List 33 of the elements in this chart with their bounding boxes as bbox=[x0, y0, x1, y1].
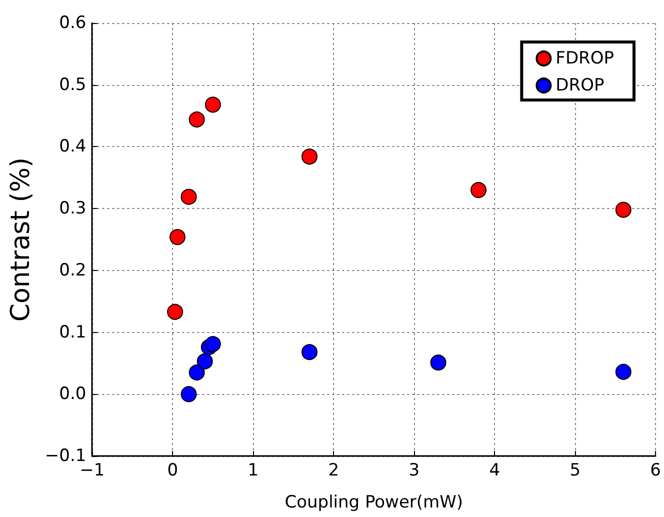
y-tick-label: 0.1 bbox=[59, 322, 86, 342]
point bbox=[430, 354, 446, 371]
x-tick-label: 0 bbox=[167, 460, 178, 480]
y-tick-label: 0.4 bbox=[59, 136, 86, 157]
point bbox=[196, 353, 213, 370]
y-tick-label: 0.5 bbox=[59, 74, 86, 95]
point bbox=[204, 96, 221, 113]
legend-label: FDROP bbox=[556, 48, 614, 68]
y-tick-label: 0.6 bbox=[59, 13, 86, 33]
point bbox=[615, 202, 632, 218]
x-tick-label: 3 bbox=[408, 460, 420, 480]
point bbox=[470, 182, 487, 198]
legend-label: DROP bbox=[556, 76, 604, 96]
y-tick-label: 0.3 bbox=[59, 198, 86, 219]
point bbox=[180, 386, 197, 402]
x-tick-label: 2 bbox=[328, 460, 340, 480]
x-tick-label: 5 bbox=[570, 460, 581, 480]
point bbox=[302, 344, 318, 360]
point bbox=[188, 364, 205, 380]
point bbox=[188, 112, 205, 128]
x-tick-label: 4 bbox=[489, 460, 500, 480]
y-tick-label: 0.0 bbox=[59, 384, 86, 404]
x-tick-label: 1 bbox=[248, 460, 259, 480]
x-tick-label: 6 bbox=[650, 460, 662, 480]
point bbox=[167, 304, 184, 320]
y-axis-title: Contrast (%) bbox=[6, 157, 36, 322]
point bbox=[180, 188, 197, 205]
point bbox=[615, 364, 632, 380]
point bbox=[302, 148, 318, 165]
point bbox=[204, 336, 221, 352]
point bbox=[170, 229, 186, 246]
y-tick-label: 0.2 bbox=[59, 260, 86, 280]
x-axis-title: Coupling Power(mW) bbox=[284, 492, 464, 512]
